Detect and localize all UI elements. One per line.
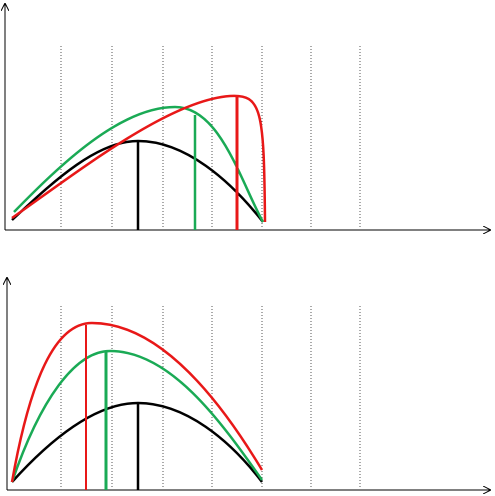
green-curve — [13, 105, 265, 223]
red-curve — [10, 321, 264, 483]
dotted-guides — [60, 306, 361, 488]
red-curve — [11, 94, 267, 223]
dotted-guides — [60, 46, 361, 228]
top-panel — [5, 4, 490, 230]
bottom-panel — [7, 278, 490, 490]
green-curve — [10, 349, 264, 483]
